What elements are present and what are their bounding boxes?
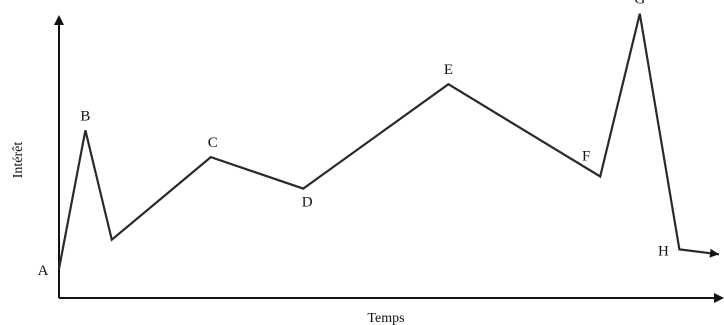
series-line <box>57 13 720 270</box>
y-axis-title: Intérêt <box>11 142 26 179</box>
point-label-f: F <box>582 149 590 165</box>
point-label-d: D <box>302 195 313 211</box>
point-label-h: H <box>658 243 669 259</box>
series-end-arrow <box>709 248 719 258</box>
point-labels: A B C D E F G H <box>38 0 669 279</box>
point-label-b: B <box>80 108 90 124</box>
point-label-e: E <box>444 62 453 78</box>
x-axis-title: Temps <box>367 311 404 325</box>
point-label-g: G <box>634 0 645 8</box>
point-label-a: A <box>38 263 49 279</box>
point-label-c: C <box>208 135 218 151</box>
